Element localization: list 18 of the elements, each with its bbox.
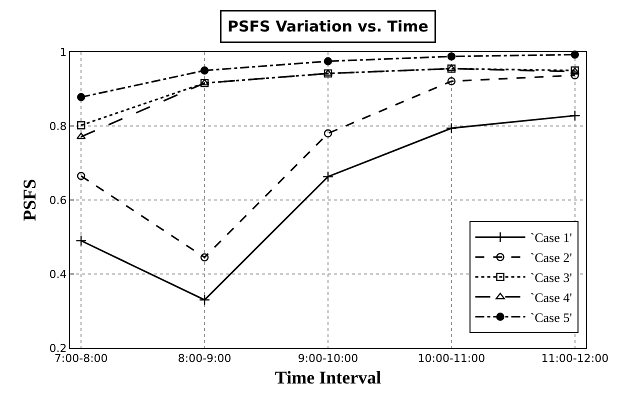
- x-tick-label: 7:00-8:00: [54, 352, 108, 366]
- y-tick-label: 0.8: [49, 120, 67, 133]
- y-axis-title: PSFS: [20, 178, 40, 222]
- y-tick-label: 1: [60, 46, 67, 59]
- legend-label: `Case 5': [530, 310, 572, 325]
- x-tick-label: 11:00-12:00: [541, 352, 609, 366]
- legend-label: `Case 1': [530, 230, 572, 246]
- legend-label: `Case 3': [530, 270, 572, 286]
- legend-label: `Case 2': [530, 250, 572, 266]
- x-tick-label: 9:00-10:00: [298, 352, 358, 366]
- x-tick-label: 10:00-11:00: [418, 352, 486, 366]
- x-tick-label: 8:00-9:00: [178, 352, 232, 366]
- y-tick-label: 0.4: [49, 268, 67, 281]
- y-tick-label: 0.2: [49, 342, 67, 355]
- y-tick-label: 0.6: [49, 194, 67, 207]
- legend-label: `Case 4': [530, 290, 572, 305]
- chart-title: PSFS Variation vs. Time: [228, 18, 428, 36]
- x-axis-title: Time Interval: [274, 367, 382, 388]
